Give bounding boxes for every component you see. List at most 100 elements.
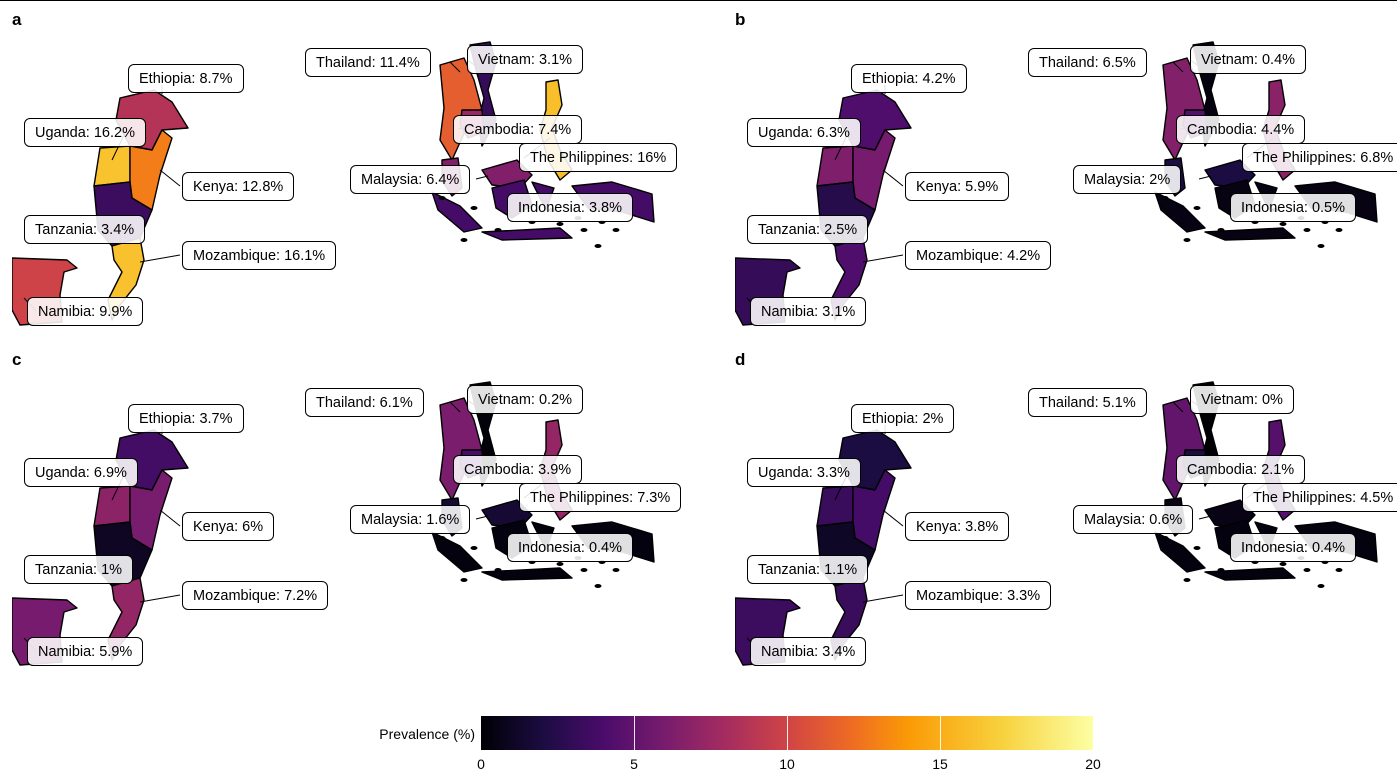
leader-line-malaysia [1198, 175, 1212, 180]
island-mark [612, 568, 620, 572]
island-mark [580, 568, 588, 572]
leader-line-kenya [159, 169, 181, 187]
leader-line-mozambique [139, 254, 181, 263]
island-mark [1161, 536, 1169, 540]
label-vietnam: Vietnam: 0.2% [467, 385, 584, 414]
legend-title: Prevalence (%) [379, 726, 475, 742]
island-mark [470, 546, 478, 550]
map-panel-d: d Namibia: 3.4% Uganda: 3.3% Ethiopia: 2% Ke… [735, 350, 1397, 680]
label-ethiopia: Ethiopia: 2% [851, 404, 955, 433]
label-tanzania: Tanzania: 3.4% [24, 215, 146, 244]
label-namibia: Namibia: 3.1% [750, 297, 867, 326]
label-mozambique: Mozambique: 7.2% [182, 581, 329, 610]
prevalence-legend: Prevalence (%) 0 5 10 15 20 [360, 716, 1120, 772]
panel-letter: c [12, 350, 22, 369]
label-indonesia: Indonesia: 0.5% [1230, 193, 1356, 222]
panel-letter: a [12, 10, 22, 29]
leader-line-kenya [882, 169, 904, 187]
island-mark [460, 238, 468, 242]
label-vietnam: Vietnam: 0% [1190, 385, 1294, 414]
label-ethiopia: Ethiopia: 3.7% [128, 404, 244, 433]
leader-line-kenya [159, 509, 181, 527]
leader-line-thailand [449, 401, 461, 413]
label-kenya: Kenya: 5.9% [905, 172, 1010, 201]
label-thailand: Thailand: 6.5% [1028, 48, 1147, 77]
label-vietnam: Vietnam: 0.4% [1190, 45, 1307, 74]
island-mark [594, 244, 602, 248]
leader-line-thailand [1172, 61, 1184, 73]
label-ethiopia: Ethiopia: 4.2% [851, 64, 967, 93]
country-uganda [93, 485, 131, 527]
leader-line-kenya [882, 509, 904, 527]
island-mark [1335, 228, 1343, 232]
country-uganda [93, 145, 131, 187]
panel-letter: d [735, 350, 746, 369]
leader-line-malaysia [1198, 515, 1212, 520]
legend-tick-mark [634, 716, 635, 750]
label-vietnam: Vietnam: 3.1% [467, 45, 584, 74]
label-indonesia: Indonesia: 3.8% [507, 193, 633, 222]
label-mozambique: Mozambique: 3.3% [905, 581, 1052, 610]
leader-line-mozambique [862, 254, 904, 263]
label-namibia: Namibia: 9.9% [27, 297, 144, 326]
legend-tick-mark [787, 716, 788, 750]
island-mark [1317, 584, 1325, 588]
island-mark [556, 562, 564, 566]
legend-tick-label: 0 [477, 756, 485, 772]
label-uganda: Uganda: 16.2% [24, 118, 146, 147]
leader-line-thailand [1172, 401, 1184, 413]
label-thailand: Thailand: 11.4% [305, 48, 431, 77]
legend-tick-label: 5 [630, 756, 638, 772]
label-tanzania: Tanzania: 2.5% [747, 215, 869, 244]
label-cambodia: Cambodia: 2.1% [1176, 455, 1306, 484]
label-philippines: The Philippines: 6.8% [1242, 143, 1397, 172]
label-philippines: The Philippines: 16% [519, 143, 678, 172]
country-uganda [816, 145, 854, 187]
island-mark [1217, 568, 1225, 572]
label-indonesia: Indonesia: 0.4% [1230, 533, 1356, 562]
label-namibia: Namibia: 3.4% [750, 637, 867, 666]
island-mark [1279, 222, 1287, 226]
label-uganda: Uganda: 3.3% [747, 458, 861, 487]
leader-line-mozambique [862, 594, 904, 603]
leader-line-malaysia [475, 175, 489, 180]
label-cambodia: Cambodia: 3.9% [453, 455, 583, 484]
label-philippines: The Philippines: 4.5% [1242, 483, 1397, 512]
label-malaysia: Malaysia: 0.6% [1073, 505, 1194, 534]
island-mark [1193, 206, 1201, 210]
label-cambodia: Cambodia: 7.4% [453, 115, 583, 144]
label-malaysia: Malaysia: 1.6% [350, 505, 471, 534]
label-tanzania: Tanzania: 1.1% [747, 555, 869, 584]
label-tanzania: Tanzania: 1% [24, 555, 134, 584]
label-kenya: Kenya: 12.8% [182, 172, 295, 201]
country-uganda [816, 485, 854, 527]
leader-line-thailand [449, 61, 461, 73]
island-mark [1303, 568, 1311, 572]
label-mozambique: Mozambique: 4.2% [905, 241, 1052, 270]
island-mark [1183, 238, 1191, 242]
island-mark [1303, 228, 1311, 232]
label-philippines: The Philippines: 7.3% [519, 483, 682, 512]
label-cambodia: Cambodia: 4.4% [1176, 115, 1306, 144]
legend-tick-label: 15 [932, 756, 948, 772]
leader-line-malaysia [475, 515, 489, 520]
island-mark [1193, 546, 1201, 550]
island-mark [438, 536, 446, 540]
island-mark [556, 222, 564, 226]
map-panel-b: b Namibia: 3.1% Uganda: 6.3% Ethiopia: 4.2%… [735, 10, 1397, 340]
label-ethiopia: Ethiopia: 8.7% [128, 64, 244, 93]
label-namibia: Namibia: 5.9% [27, 637, 144, 666]
island-mark [1161, 196, 1169, 200]
label-kenya: Kenya: 3.8% [905, 512, 1010, 541]
label-malaysia: Malaysia: 6.4% [350, 165, 471, 194]
legend-tick-mark [940, 716, 941, 750]
label-thailand: Thailand: 6.1% [305, 388, 424, 417]
map-panel-c: c Namibia: 5.9% Uganda: 6.9% Ethiopia: 3.7%… [12, 350, 702, 680]
map-panel-a: a Namibia: 9.9% Uganda: 16.2% Ethiopia: 8.7… [12, 10, 702, 340]
island-mark [580, 228, 588, 232]
island-mark [470, 206, 478, 210]
island-mark [1279, 562, 1287, 566]
island-mark [438, 196, 446, 200]
island-mark [1335, 568, 1343, 572]
island-mark [494, 568, 502, 572]
